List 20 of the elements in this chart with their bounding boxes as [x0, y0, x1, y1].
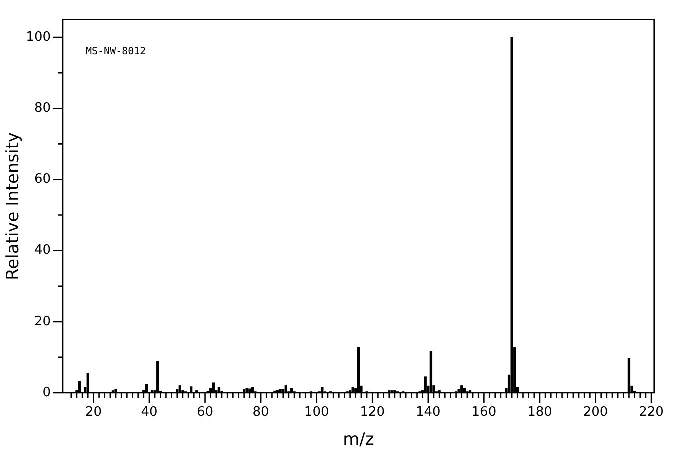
x-tick-label: 160 — [472, 405, 497, 420]
y-tick-label: 60 — [34, 172, 51, 188]
x-tick-label: 40 — [141, 405, 158, 420]
x-tick-label: 220 — [639, 405, 664, 420]
y-tick-label: 40 — [34, 243, 51, 258]
x-tick-label: 20 — [85, 405, 102, 420]
y-tick-label: 100 — [26, 30, 51, 45]
x-tick-label: 200 — [583, 405, 608, 420]
x-tick-label: 100 — [304, 405, 330, 420]
x-axis-title: m/z — [343, 430, 374, 450]
annotation: MS-NW-8012 — [86, 46, 146, 58]
x-tick-label: 80 — [252, 405, 270, 420]
y-axis-title: Relative Intensity — [4, 132, 24, 280]
y-tick-label: 0 — [42, 385, 51, 400]
y-tick-label: 80 — [34, 101, 51, 116]
y-tick-label: 20 — [34, 314, 51, 330]
x-tick-label: 140 — [416, 405, 441, 420]
x-tick-label: 180 — [528, 405, 552, 420]
x-tick-label: 60 — [197, 405, 214, 420]
x-tick-label: 120 — [360, 405, 386, 420]
